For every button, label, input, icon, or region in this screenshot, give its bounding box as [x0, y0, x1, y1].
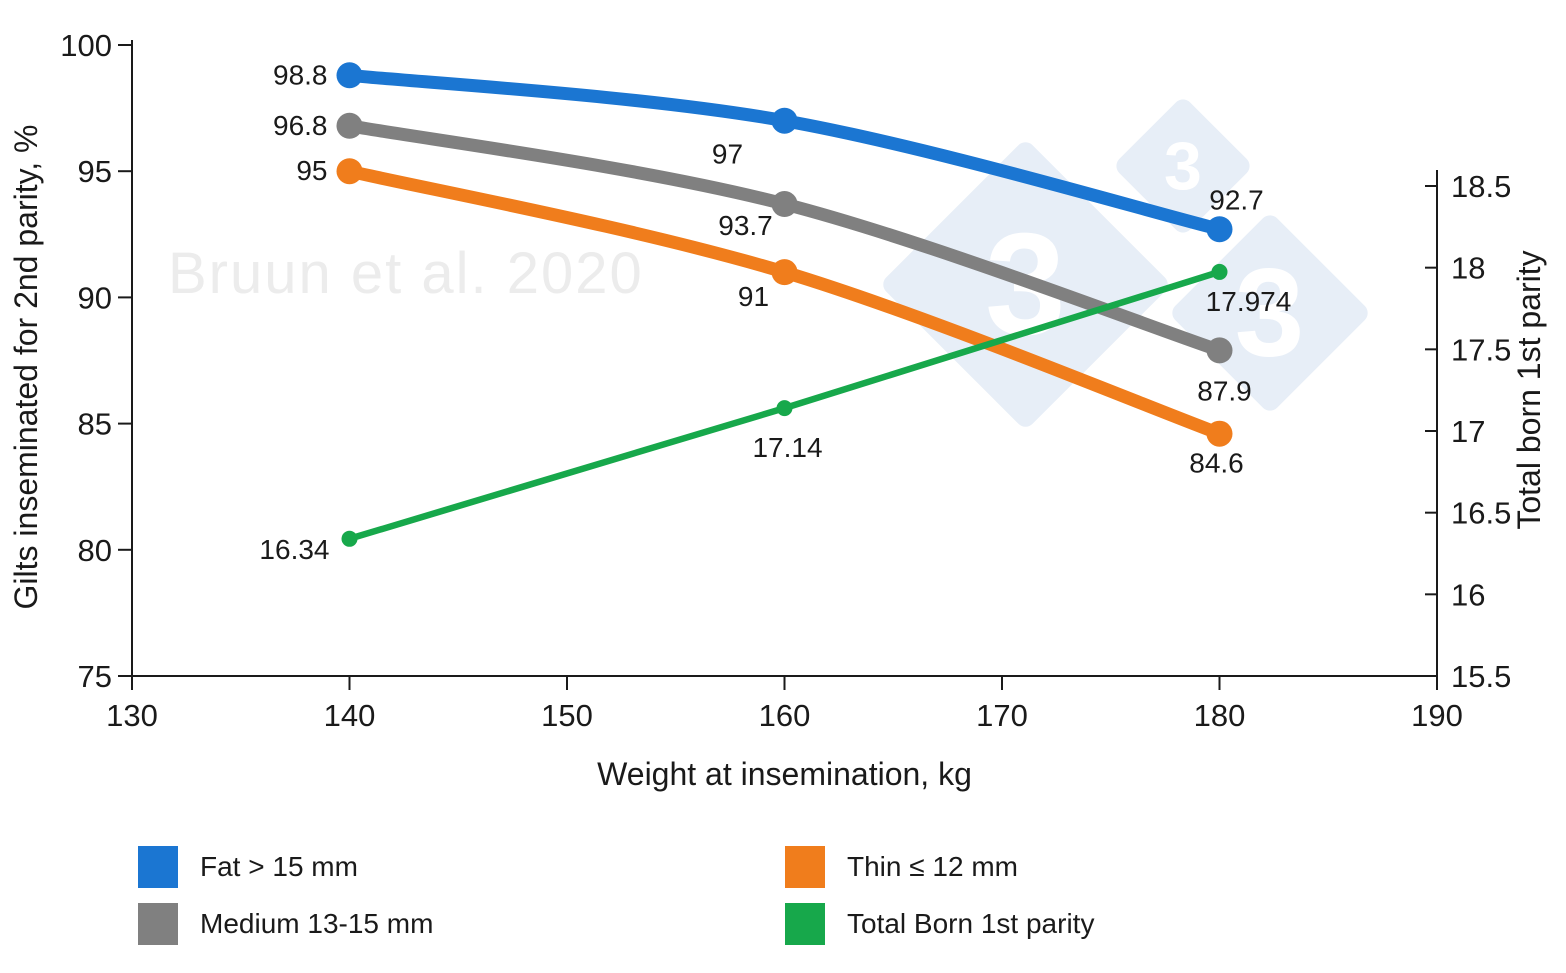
data-point-label: 17.974 — [1206, 286, 1292, 317]
right-axis-tick-label: 18.5 — [1451, 169, 1511, 204]
legend-label: Total Born 1st parity — [847, 908, 1095, 939]
data-point — [771, 191, 798, 218]
right-axis-title: Total born 1st parity — [1511, 250, 1547, 529]
data-point — [771, 107, 798, 134]
data-point-label: 16.34 — [259, 534, 329, 565]
data-point-label: 95 — [296, 155, 327, 186]
legend-swatch — [785, 903, 825, 945]
x-axis-tick-label: 140 — [324, 698, 376, 733]
left-axis-title: Gilts inseminated for 2nd parity, % — [8, 125, 44, 610]
left-axis-tick-label: 85 — [78, 407, 112, 442]
left-axis-tick-label: 80 — [78, 533, 112, 568]
right-axis-tick-label: 15.5 — [1451, 659, 1511, 694]
x-axis-tick-label: 130 — [106, 698, 158, 733]
legend-item: Fat > 15 mm — [138, 846, 785, 888]
series-line — [343, 119, 1226, 357]
watermark-text: Bruun et al. 2020 — [168, 241, 644, 306]
left-axis-tick-label: 100 — [60, 28, 112, 63]
legend-item: Thin ≤ 12 mm — [785, 846, 1094, 888]
data-point — [336, 112, 363, 139]
data-point — [1206, 337, 1233, 364]
legend-swatch — [138, 903, 178, 945]
x-axis-tick-label: 160 — [759, 698, 811, 733]
legend-label: Medium 13-15 mm — [200, 908, 434, 939]
data-point-label: 92.7 — [1209, 184, 1264, 215]
left-axis-tick-label: 75 — [78, 659, 112, 694]
data-point-label: 91 — [738, 281, 769, 312]
legend-item: Medium 13-15 mm — [138, 903, 785, 945]
data-point — [1206, 420, 1233, 447]
x-axis-tick-label: 150 — [541, 698, 593, 733]
data-point-label: 96.8 — [273, 110, 328, 141]
x-axis-tick-label: 170 — [976, 698, 1028, 733]
data-point — [1206, 216, 1233, 243]
legend-swatch — [138, 846, 178, 888]
legend: Fat > 15 mm Medium 13-15 mm Thin ≤ 12 mm To… — [138, 846, 1094, 945]
x-axis-tick-label: 180 — [1194, 698, 1246, 733]
data-point-label: 17.14 — [752, 432, 822, 463]
data-point-label: 87.9 — [1197, 375, 1252, 406]
left-axis-tick-label: 90 — [78, 280, 112, 315]
x-axis-title: Weight at insemination, kg — [597, 756, 972, 792]
legend-label: Thin ≤ 12 mm — [847, 851, 1018, 882]
data-point — [336, 158, 363, 185]
data-point — [1211, 263, 1228, 280]
data-point-label: 97 — [712, 139, 743, 170]
right-axis-tick-label: 18 — [1451, 251, 1485, 286]
right-axis-tick-label: 16.5 — [1451, 496, 1511, 531]
right-axis-tick-label: 17 — [1451, 414, 1485, 449]
legend-label: Fat > 15 mm — [200, 851, 358, 882]
left-axis-tick-label: 95 — [78, 154, 112, 189]
data-point — [336, 62, 363, 89]
data-point-label: 93.7 — [718, 210, 773, 241]
x-axis-tick-label: 190 — [1411, 698, 1463, 733]
legend-item: Total Born 1st parity — [785, 903, 1094, 945]
data-point — [771, 259, 798, 286]
data-point — [341, 530, 358, 547]
data-point — [776, 400, 793, 417]
data-point-label: 98.8 — [273, 59, 328, 90]
data-point-label: 84.6 — [1189, 448, 1244, 479]
right-axis-tick-label: 16 — [1451, 577, 1485, 612]
right-axis-tick-label: 17.5 — [1451, 332, 1511, 367]
legend-swatch — [785, 846, 825, 888]
